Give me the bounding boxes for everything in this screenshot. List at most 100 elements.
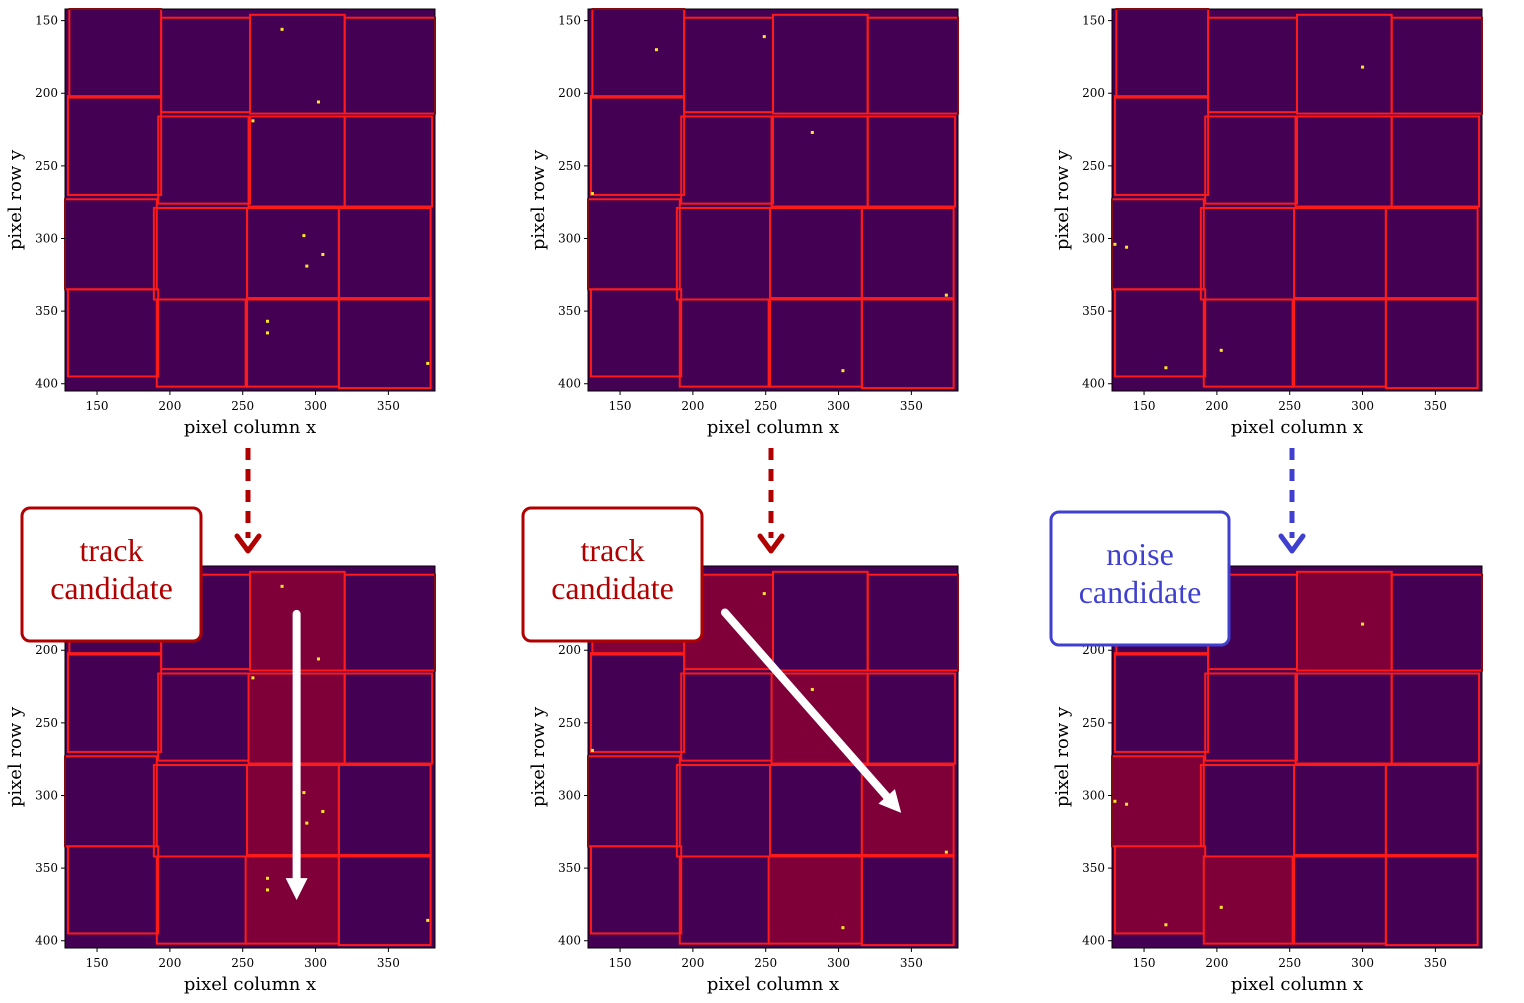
callout-line-1: track xyxy=(80,532,144,568)
cluster-box xyxy=(866,672,957,765)
cluster-box xyxy=(1113,652,1210,753)
chart-panel-top-right: 150 200 250 300 350 150 200 250 300 350 400 pixel c… xyxy=(1052,8,1484,438)
cluster-box xyxy=(343,115,434,208)
y-tick-label: 350 xyxy=(35,304,58,318)
cluster-box xyxy=(157,115,251,205)
cluster-box xyxy=(1113,95,1210,196)
cluster-box xyxy=(66,845,160,935)
cluster-box xyxy=(66,652,163,753)
hit-pixel xyxy=(1113,799,1117,803)
x-tick-label: 300 xyxy=(1351,399,1374,413)
cluster-box xyxy=(337,297,432,390)
x-tick-label: 300 xyxy=(304,399,327,413)
y-tick-label: 300 xyxy=(35,788,58,802)
y-tick-label: 350 xyxy=(1082,861,1105,875)
x-tick-label: 350 xyxy=(900,399,923,413)
cluster-box xyxy=(66,95,163,196)
y-tick-label: 300 xyxy=(558,231,581,245)
callout-line-1: noise xyxy=(1106,536,1174,572)
y-tick-label: 350 xyxy=(1082,304,1105,318)
hit-pixel xyxy=(944,293,948,297)
cluster-box xyxy=(1204,672,1299,762)
hit-pixel xyxy=(280,27,284,31)
x-axis-title: pixel column x xyxy=(184,417,316,438)
hit-pixel xyxy=(265,331,269,335)
plot-frame xyxy=(1111,565,1483,949)
track-arrow-head xyxy=(878,789,902,813)
cluster-box xyxy=(678,298,772,388)
x-tick-label: 350 xyxy=(900,956,923,970)
chart-panel-top-left: 150 200 250 300 350 150 200 250 300 350 400 pixel c… xyxy=(5,8,436,438)
y-tick-label: 350 xyxy=(35,861,58,875)
cluster-box xyxy=(589,652,686,753)
y-tick-label: 400 xyxy=(35,377,58,391)
hit-pixel xyxy=(944,850,948,854)
y-tick-label: 400 xyxy=(35,934,58,948)
hit-pixel xyxy=(265,876,269,880)
flow-arrow-head xyxy=(757,533,785,554)
hit-pixel xyxy=(321,252,325,256)
hit-pixel xyxy=(302,234,306,238)
x-tick-label: 300 xyxy=(827,399,850,413)
cluster-box xyxy=(589,95,686,196)
x-tick-label: 300 xyxy=(1351,956,1374,970)
y-tick-label: 200 xyxy=(558,643,581,657)
hit-pixel xyxy=(841,926,845,930)
hit-pixel xyxy=(316,657,320,661)
y-tick-label: 300 xyxy=(558,788,581,802)
x-tick-label: 200 xyxy=(158,956,181,970)
hit-pixel xyxy=(265,319,269,323)
cluster-box xyxy=(589,845,683,935)
hit-pixel xyxy=(251,676,255,680)
y-tick-label: 300 xyxy=(1082,788,1105,802)
y-tick-label: 200 xyxy=(1082,643,1105,657)
y-tick-label: 150 xyxy=(558,14,581,28)
cluster-box xyxy=(1202,298,1296,388)
panels-group: 150 200 250 300 350 150 200 250 300 350 400 pixel c… xyxy=(5,8,1484,995)
cluster-box xyxy=(343,672,434,765)
y-axis-title: pixel row y xyxy=(528,706,549,807)
hit-pixel xyxy=(316,100,320,104)
y-tick-label: 400 xyxy=(558,377,581,391)
x-tick-label: 150 xyxy=(86,399,109,413)
y-tick-label: 350 xyxy=(558,861,581,875)
hit-pixel xyxy=(654,48,658,52)
cluster-box-highlighted xyxy=(1113,845,1207,935)
cluster-box xyxy=(1384,297,1479,390)
x-tick-label: 250 xyxy=(1278,399,1301,413)
x-tick-label: 250 xyxy=(1278,956,1301,970)
hit-pixel xyxy=(1361,622,1365,626)
y-tick-label: 200 xyxy=(35,643,58,657)
cluster-box xyxy=(66,288,160,378)
x-tick-label: 200 xyxy=(681,399,704,413)
hit-pixel xyxy=(590,748,594,752)
y-tick-label: 250 xyxy=(35,159,58,173)
hit-pixel xyxy=(426,361,430,365)
x-tick-label: 350 xyxy=(1424,399,1447,413)
callout-line-1: track xyxy=(581,532,645,568)
track-arrow-shaft xyxy=(720,608,891,801)
hit-pixel xyxy=(590,191,594,195)
callout-box xyxy=(521,506,704,643)
cluster-box xyxy=(866,115,957,208)
cluster-box xyxy=(1204,115,1299,205)
hit-pixel xyxy=(1125,802,1129,806)
hit-pixel xyxy=(1113,242,1117,246)
y-tick-label: 250 xyxy=(1082,159,1105,173)
hit-pixel xyxy=(265,888,269,892)
y-tick-label: 150 xyxy=(1082,14,1105,28)
x-tick-label: 350 xyxy=(1424,956,1447,970)
y-tick-label: 300 xyxy=(35,231,58,245)
y-tick-label: 250 xyxy=(558,159,581,173)
cluster-box xyxy=(1390,672,1481,765)
cluster-box-highlighted xyxy=(1202,855,1296,945)
cluster-box-highlighted xyxy=(767,855,863,945)
y-tick-label: 250 xyxy=(558,716,581,730)
plot-frame xyxy=(64,565,436,949)
x-tick-label: 150 xyxy=(1133,956,1156,970)
cluster-box xyxy=(860,206,955,301)
plot-frame xyxy=(587,8,959,392)
x-tick-label: 150 xyxy=(86,956,109,970)
